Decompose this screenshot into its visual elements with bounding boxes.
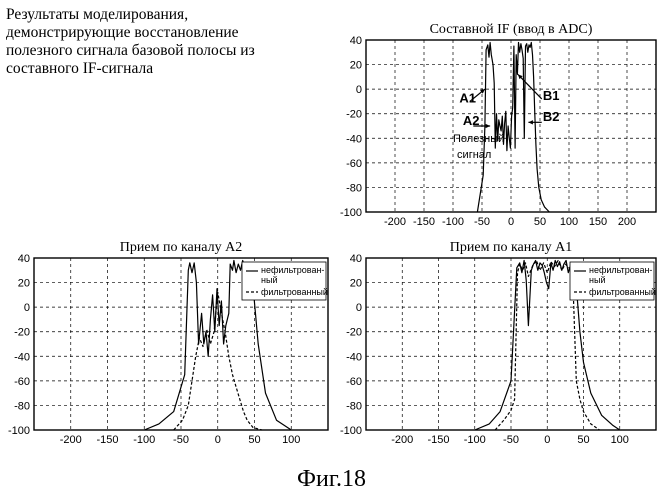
caption-line: составного IF-сигнала [6,60,154,77]
y-tick-label: 0 [356,302,362,314]
y-tick-label: -100 [8,425,30,437]
y-tick-label: -80 [14,400,30,412]
y-tick-label: -40 [346,351,362,363]
x-tick-label: -150 [96,434,118,446]
legend-box [241,261,327,301]
x-tick-label: 50 [248,434,260,446]
y-tick-label: -60 [346,376,362,388]
x-tick-label: 100 [611,434,629,446]
chart-channel-a1: Прием по каналу А1-200 -150 -100 -50 0 50 1004… [340,240,657,446]
x-tick-label: 0 [544,434,550,446]
y-tick-label: 40 [350,253,362,265]
legend-label: ный [261,275,277,285]
plot-frame [365,39,657,213]
x-tick-label: -200 [60,434,82,446]
legend-label: нефильтрован- [261,265,324,275]
chart-title: Прием по каналу А2 [120,240,242,255]
x-tick-label: -50 [503,434,519,446]
y-tick-label: -40 [14,351,30,363]
x-tick-label: -50 [173,434,189,446]
y-tick-label: -20 [14,327,30,339]
x-tick-label: -50 [474,216,490,228]
y-tick-label: -60 [14,376,30,388]
y-tick-label: -80 [346,182,362,194]
x-tick-label: 50 [534,216,546,228]
legend-label: ный [589,275,605,285]
x-tick-label: 150 [589,216,607,228]
series-line [476,41,550,213]
annotation-label: A1 [459,91,476,106]
annotation-arrowhead [517,74,523,80]
annotation-label: B2 [543,109,560,124]
x-tick-label: 0 [508,216,514,228]
x-tick-label: -150 [427,434,449,446]
chart-title: Составной IF (ввод в ADC) [430,22,593,37]
figure-caption: Результаты моделирования, демонстрирующи… [6,6,306,78]
plot-frame [365,257,657,431]
plot-frame [33,257,329,431]
y-tick-label: 0 [24,302,30,314]
caption-line: Результаты моделирования, [6,6,189,23]
x-tick-label: -100 [133,434,155,446]
y-tick-label: 40 [350,35,362,47]
annotation-label: Полезный [453,133,504,145]
x-tick-label: -150 [413,216,435,228]
annotation-label: A2 [463,113,480,128]
x-tick-label: 0 [215,434,221,446]
x-tick-label: 100 [282,434,300,446]
annotation-arrowhead [485,123,491,129]
y-tick-label: -100 [340,207,362,219]
x-tick-label: -200 [384,216,406,228]
y-tick-label: -40 [346,133,362,145]
y-tick-label: 0 [356,84,362,96]
chart-composite-if: Составной IF (ввод в ADC)-200 -150 -100 -50… [340,22,657,228]
x-tick-label: -200 [391,434,413,446]
legend-label: фильтрованный [261,287,328,297]
annotation-arrowhead [528,120,533,125]
y-tick-label: 20 [18,278,30,290]
legend-label: фильтрованный [589,287,656,297]
x-tick-label: 50 [577,434,589,446]
annotation-arrowhead [480,89,485,94]
x-tick-label: -100 [464,434,486,446]
chart-channel-a2: Прием по каналу А2-200 -150 -100 -50 0 50 1004… [8,240,329,446]
x-tick-label: 100 [560,216,578,228]
y-tick-label: -20 [346,109,362,121]
x-tick-label: -100 [442,216,464,228]
y-tick-label: -60 [346,158,362,170]
legend-label: нефильтрован- [589,265,652,275]
annotation-label: B1 [543,88,560,103]
x-tick-label: 200 [618,216,636,228]
series-line [173,291,262,431]
figure-label: Фиг.18 [297,466,366,492]
y-tick-label: 20 [350,60,362,72]
series-line [494,259,600,431]
annotation-arrow [517,73,543,100]
y-tick-label: -20 [346,327,362,339]
legend-box [569,261,655,301]
annotation-label: сигнал [457,149,491,161]
chart-title: Прием по каналу А1 [450,240,572,255]
y-tick-label: -80 [346,400,362,412]
y-tick-label: 40 [18,253,30,265]
caption-line: полезного сигнала базовой полосы из [6,42,255,59]
y-tick-label: -100 [340,425,362,437]
y-tick-label: 20 [350,278,362,290]
caption-line: демонстрирующие восстановление [6,24,239,41]
